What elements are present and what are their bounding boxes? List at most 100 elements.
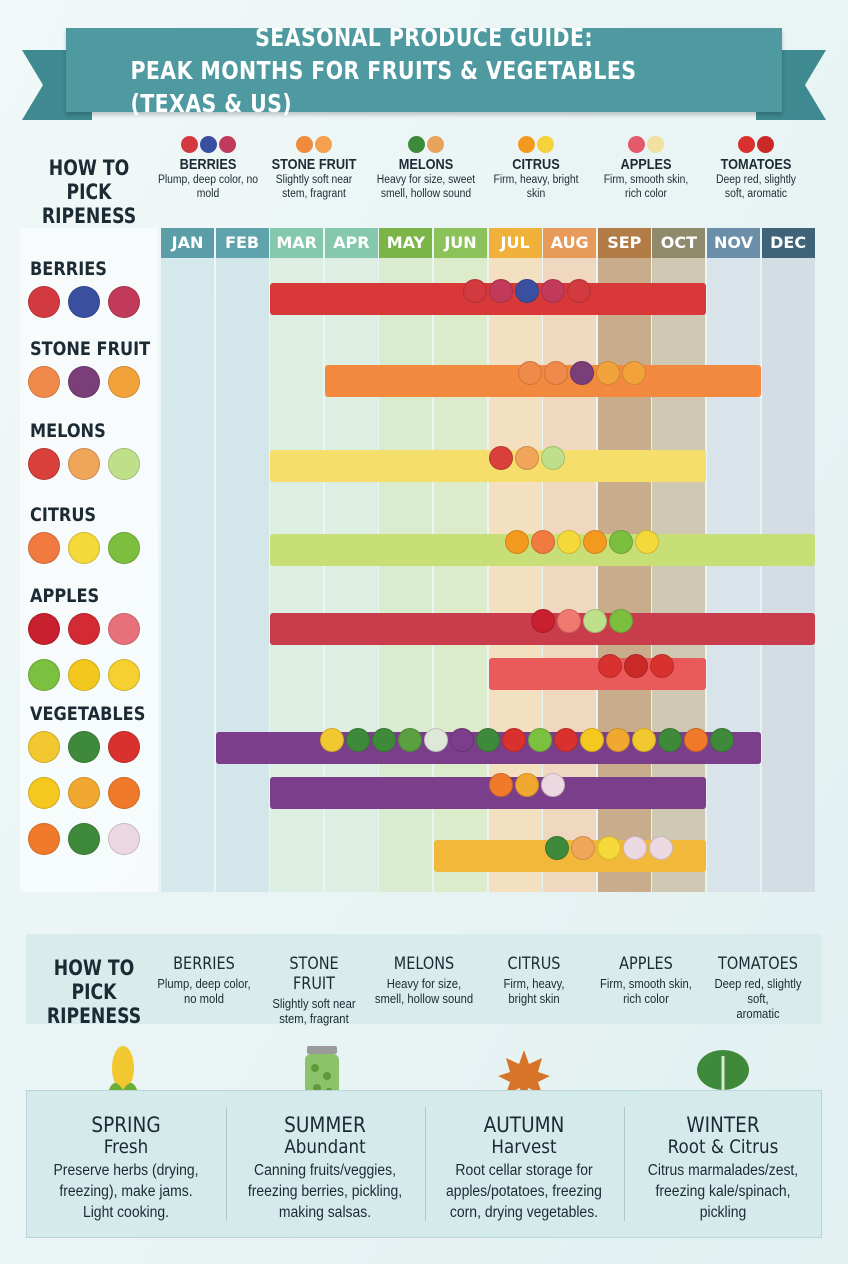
squash-bar-icons — [489, 773, 566, 797]
ripeness-desc-line: Deep red, slightly soft, — [714, 977, 802, 1006]
produce-icon — [541, 773, 566, 797]
ripeness-item: TOMATOES Deep red, slightly soft, aromati… — [700, 136, 812, 201]
season-desc-line: Preserve herbs (drying, — [53, 1162, 199, 1179]
season-desc-line: Citrus marmalades/zest, — [647, 1162, 799, 1179]
ripeness-item: APPLES Firm, smooth skin, rich color — [590, 136, 702, 201]
produce-icon — [634, 530, 659, 554]
row-icons — [28, 731, 140, 763]
ripeness-item-bottom-name: CITRUS — [507, 954, 561, 974]
produce-icon — [608, 609, 633, 633]
pink-apple-icon — [108, 613, 140, 645]
produce-icon — [623, 836, 647, 860]
season-desc-line: apples/potatoes, freezing — [446, 1183, 602, 1200]
greens-bar-icons — [545, 836, 673, 860]
red-apple-icon — [68, 613, 100, 645]
produce-icon — [632, 728, 657, 752]
season-desc-line: freezing), make jams. — [59, 1183, 193, 1200]
produce-icon — [543, 361, 568, 385]
produce-icon — [624, 654, 649, 678]
produce-icon — [569, 361, 594, 385]
produce-icon — [530, 609, 555, 633]
ripeness-item-desc: Heavy for size, sweet smell, hollow soun… — [376, 174, 476, 200]
title-line-1: SEASONAL PRODUCE GUIDE: — [255, 22, 593, 52]
honeydew-icon — [108, 448, 140, 480]
ripeness-desc-line: Plump, deep color, — [157, 977, 251, 991]
produce-icon — [684, 728, 709, 752]
ripeness-item-bottom-desc: Plump, deep color, no mold — [154, 977, 255, 1007]
produce-icon — [515, 446, 540, 470]
row-icons — [28, 532, 140, 564]
apple-icon — [628, 136, 645, 153]
ripeness-guide-top: HOW TO PICK RIPENESS BERRIES Plump, deep … — [0, 136, 848, 228]
produce-icon — [489, 773, 514, 797]
produce-icon — [710, 728, 735, 752]
season-autumn: AUTUMN Harvest Root cellar storage for appl… — [425, 1113, 623, 1223]
ripeness-title-bottom-line2: RIPENESS — [46, 1004, 142, 1028]
produce-icon — [649, 836, 673, 860]
row-label: CITRUS — [30, 504, 97, 526]
apple-icon — [590, 136, 702, 158]
grapefruit-icon — [28, 532, 60, 564]
row-icons — [28, 448, 140, 480]
ripeness-desc-line: stem, fragrant — [279, 1012, 349, 1026]
produce-icon — [489, 446, 514, 470]
ripeness-item-name: BERRIES — [179, 156, 237, 173]
month-column — [707, 258, 760, 892]
preservation-seasons-panel: SPRING Fresh Preserve herbs (drying, freezi… — [26, 1090, 822, 1238]
lemon-icon — [68, 532, 100, 564]
produce-icon — [489, 279, 514, 303]
produce-icon — [606, 728, 631, 752]
berries-icon — [152, 136, 264, 158]
row-label: MELONS — [30, 420, 106, 442]
berries-bar — [270, 283, 706, 315]
orange-icon — [480, 136, 592, 158]
season-desc: Preserve herbs (drying, freezing), make j… — [37, 1160, 215, 1223]
produce-icon — [582, 609, 607, 633]
ripeness-item-bottom-desc: Heavy for size, smell, hollow sound — [374, 977, 475, 1007]
lime-icon — [108, 532, 140, 564]
month-header-nov: NOV — [707, 228, 760, 258]
strawberry-icon — [28, 286, 60, 318]
squash-icon — [68, 777, 100, 809]
ripeness-item: BERRIES Plump, deep color, no mold — [152, 136, 264, 201]
ripeness-item-desc: Deep red, slightly soft, aromatic — [716, 174, 796, 200]
produce-icon — [658, 728, 683, 752]
produce-icon — [463, 279, 488, 303]
season-subtitle: Harvest — [491, 1136, 557, 1158]
tomatoes-bar-icons — [598, 654, 675, 678]
orange-icon — [537, 136, 554, 153]
title-banner: SEASONAL PRODUCE GUIDE: PEAK MONTHS FOR … — [22, 23, 826, 120]
watermelon-icon — [28, 448, 60, 480]
produce-icon — [502, 728, 527, 752]
month-header-jan: JAN — [161, 228, 214, 258]
row-label: STONE FRUIT — [30, 338, 151, 360]
month-column — [761, 258, 815, 892]
produce-icon — [608, 530, 633, 554]
ripeness-title-line1: HOW TO PICK — [48, 156, 130, 204]
citrus-bar-icons — [504, 530, 659, 554]
green-apple-icon — [28, 659, 60, 691]
raspberry-icon — [108, 286, 140, 318]
carrot-icon — [108, 777, 140, 809]
season-winter: WINTER Root & Citrus Citrus marmalades/zes… — [624, 1113, 822, 1223]
ripeness-item-bottom: TOMATOES Deep red, slightly soft, aromatic — [702, 954, 814, 1022]
season-desc-line: corn, drying vegetables. — [449, 1204, 599, 1221]
produce-icon — [450, 728, 475, 752]
month-header-apr: APR — [324, 228, 378, 258]
ripeness-item: STONE FRUIT Slightly soft near stem, frag… — [258, 136, 370, 201]
row-label: APPLES — [30, 585, 100, 607]
berries-icon — [218, 136, 236, 153]
season-divider — [624, 1107, 625, 1221]
season-title: AUTUMN — [483, 1113, 565, 1137]
row-icons — [28, 823, 140, 855]
title-line-2: PEAK MONTHS FOR FRUITS & VEGETABLES (TEX… — [130, 55, 637, 118]
produce-icon — [372, 728, 397, 752]
melons-bar — [270, 450, 706, 482]
produce-icon — [530, 530, 555, 554]
blueberry-icon — [68, 286, 100, 318]
ripeness-item-bottom-desc: Firm, heavy, bright skin — [484, 977, 585, 1007]
tomato-icon — [108, 731, 140, 763]
month-header-dec: DEC — [761, 228, 815, 258]
ripeness-desc-line: Heavy for size, — [386, 977, 462, 991]
berries-icon — [180, 136, 198, 153]
